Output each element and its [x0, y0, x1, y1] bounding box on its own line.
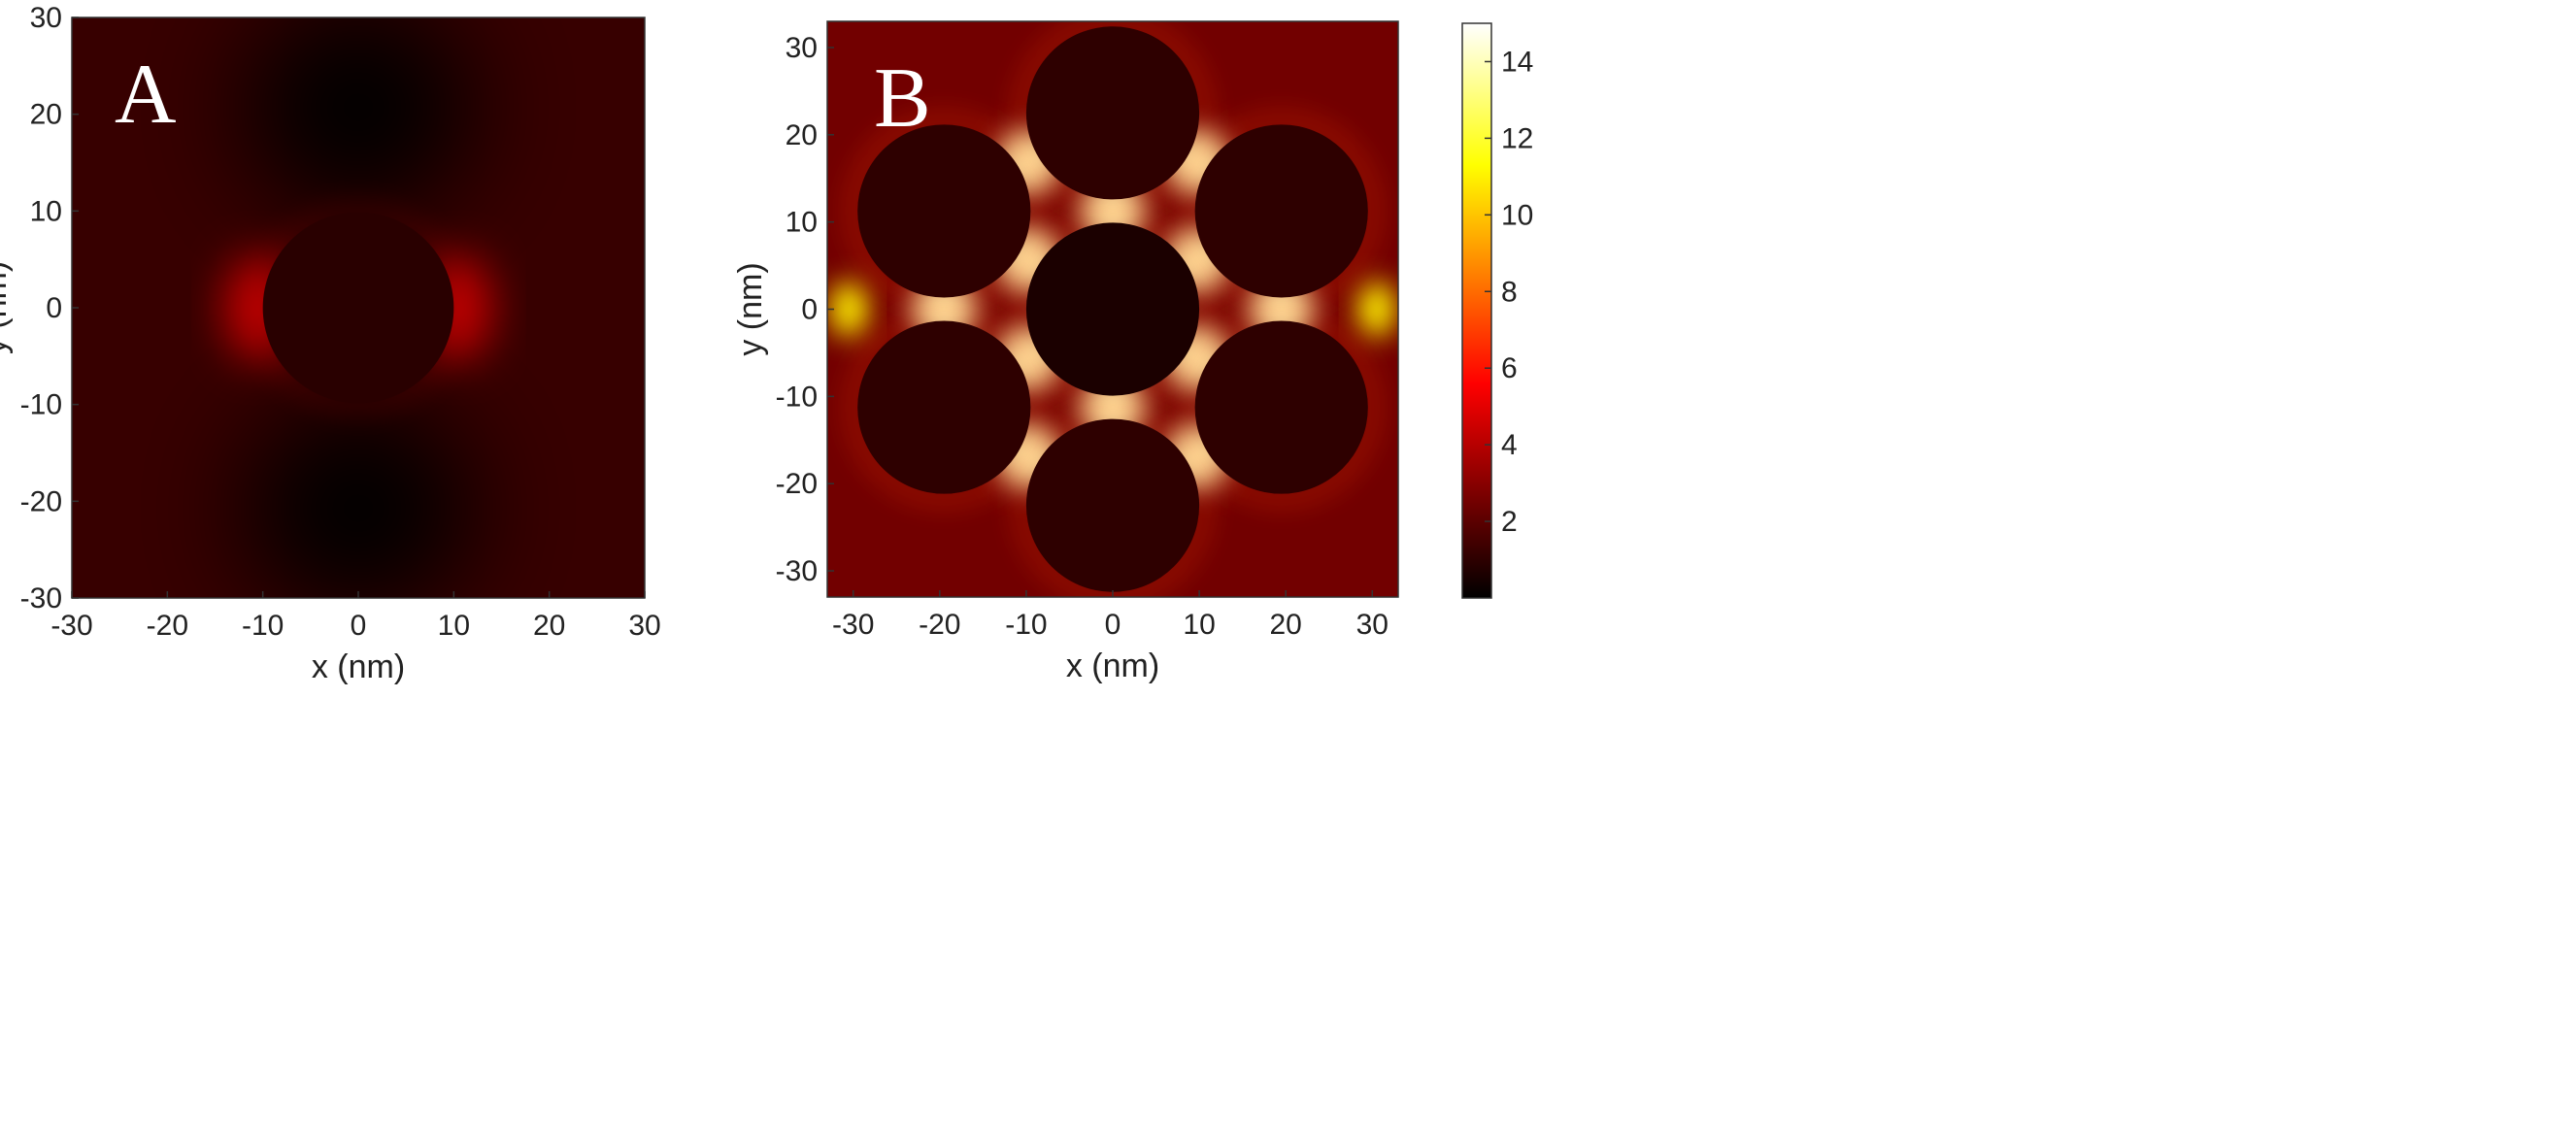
x-tick-label: -10: [242, 610, 284, 642]
y-tick-label: 10: [30, 195, 62, 227]
x-tick-label: 20: [1269, 609, 1301, 641]
colorbar-tick-label: 2: [1501, 506, 1518, 538]
nanoparticle: [1025, 26, 1200, 200]
panel-a-heatmap: [72, 17, 645, 598]
x-tick-label: 10: [438, 610, 470, 642]
particle-halo: [1018, 21, 1208, 208]
colorbar-tick-label: 10: [1501, 199, 1533, 231]
nanoparticle: [1194, 124, 1368, 298]
x-tick-label: 30: [1356, 609, 1388, 641]
colorbar-ticks: 2 4 6 8 10 12 14: [1485, 46, 1533, 538]
particle-halo: [1018, 215, 1208, 404]
colorbar-tick-label: 6: [1501, 352, 1518, 384]
particle-halo: [1187, 116, 1376, 306]
y-tick-label: -20: [20, 485, 62, 517]
field-shadow-top: [244, 17, 473, 213]
panel-b-y-axis-label: y (nm): [732, 262, 769, 355]
x-tick-label: -10: [1005, 609, 1047, 641]
panel-b-y-ticks: -30 -20 -10 0 10 20 30: [776, 32, 834, 587]
y-tick-label: 0: [46, 292, 62, 324]
field-halo: [257, 207, 459, 409]
panel-a-x-axis-label: x (nm): [312, 648, 405, 685]
panel-a-y-axis-label: y (nm): [0, 261, 14, 354]
nanoparticle: [857, 124, 1031, 298]
panel-b-label: B: [874, 51, 931, 146]
x-tick-label: 10: [1183, 609, 1215, 641]
x-tick-label: 30: [628, 610, 660, 642]
edge-hotspot: [1357, 281, 1396, 338]
y-tick-label: -10: [776, 381, 818, 413]
x-tick-label: -30: [50, 610, 92, 642]
x-tick-label: 0: [351, 610, 367, 642]
x-tick-label: 20: [533, 610, 565, 642]
colorbar-tick-label: 12: [1501, 122, 1533, 154]
particle-halo: [850, 313, 1039, 502]
x-tick-label: 0: [1105, 609, 1121, 641]
y-tick-label: 0: [801, 294, 818, 326]
field-shadow-bottom: [244, 403, 473, 598]
y-tick-label: -30: [776, 555, 818, 587]
nanoparticle: [1194, 320, 1368, 494]
colorbar-tick-label: 4: [1501, 429, 1518, 461]
nanoparticle: [262, 212, 454, 404]
edge-hotspot: [829, 281, 868, 338]
y-tick-label: 30: [786, 32, 818, 64]
y-tick-label: -30: [20, 582, 62, 615]
y-tick-label: 30: [30, 2, 62, 34]
particle-halo: [1187, 313, 1376, 502]
y-tick-label: 20: [786, 119, 818, 151]
colorbar: 2 4 6 8 10 12 14: [1461, 22, 1533, 599]
x-tick-label: -30: [832, 609, 874, 641]
colorbar-gradient: [1461, 22, 1492, 599]
panel-b: B -30 -20 -10 0 10 20 30 -30 -20 -10 0 10 20 30 x (n…: [732, 20, 1399, 684]
panel-a-label: A: [115, 48, 177, 142]
panel-a-x-ticks: -30 -20 -10 0 10 20 30: [50, 591, 661, 642]
panel-a-y-ticks: -30 -20 -10 0 10 20 30: [20, 2, 79, 615]
colorbar-tick-label: 8: [1501, 276, 1518, 308]
x-tick-label: -20: [147, 610, 188, 642]
panel-b-heatmap: [827, 21, 1398, 597]
y-tick-label: 20: [30, 99, 62, 131]
nanoparticle: [857, 320, 1031, 494]
y-tick-label: -20: [776, 468, 818, 500]
panel-b-x-ticks: -30 -20 -10 0 10 20 30: [832, 590, 1388, 641]
panel-a: A -30 -20 -10 0 10 20 30 -30 -20 -10 0 10 20 30 x (n…: [0, 2, 661, 685]
nanoparticle: [1025, 418, 1200, 592]
panel-b-x-axis-label: x (nm): [1066, 648, 1159, 684]
nanoparticle: [1025, 222, 1200, 396]
y-tick-label: -10: [20, 389, 62, 421]
x-tick-label: -20: [919, 609, 960, 641]
colorbar-tick-label: 14: [1501, 46, 1533, 78]
particle-halo: [850, 116, 1039, 306]
y-tick-label: 10: [786, 207, 818, 239]
